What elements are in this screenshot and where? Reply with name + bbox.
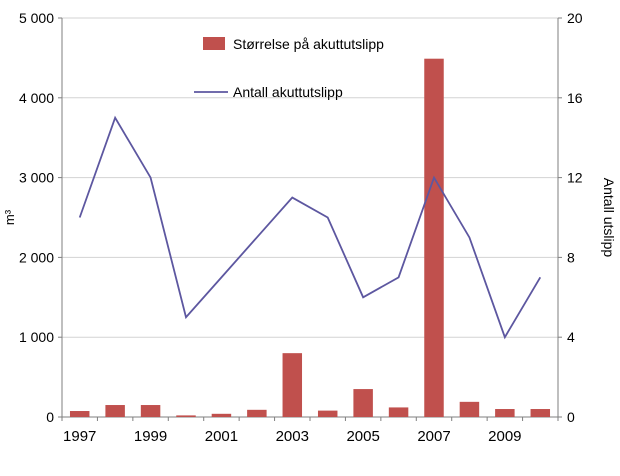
bar-2010 — [530, 409, 551, 417]
right-axis-tick-label: 8 — [567, 249, 575, 265]
legend-label-line: Antall akuttutslipp — [233, 84, 343, 100]
bar-2002 — [247, 409, 267, 417]
bar-1997 — [69, 411, 90, 417]
legend-label-bar: Størrelse på akuttutslipp — [233, 36, 384, 52]
right-axis-tick-label: 20 — [567, 10, 583, 26]
left-axis-tick-label: 1 000 — [19, 329, 54, 345]
bar-2008 — [459, 401, 480, 417]
x-axis-tick-label: 2003 — [276, 428, 309, 445]
left-axis-tick-label: 3 000 — [19, 170, 54, 186]
x-axis-tick-label: 2007 — [417, 428, 450, 445]
x-axis-tick-label: 2009 — [488, 428, 521, 445]
bar-2000 — [176, 415, 196, 417]
legend-swatch-bar — [203, 37, 225, 50]
left-axis-tick-label: 5 000 — [19, 10, 54, 26]
left-axis-tick-label: 2 000 — [19, 249, 54, 265]
right-axis-tick-label: 4 — [567, 329, 575, 345]
x-axis-tick-label: 1997 — [63, 428, 96, 445]
left-axis-tick-label: 4 000 — [19, 90, 54, 106]
bar-2009 — [495, 409, 515, 417]
bar-1999 — [140, 405, 161, 417]
left-axis-title: m³ — [2, 209, 17, 225]
right-axis-tick-label: 0 — [567, 409, 575, 425]
right-axis-tick-label: 16 — [567, 90, 583, 106]
bar-2007 — [424, 58, 444, 417]
right-axis-tick-label: 12 — [567, 170, 583, 186]
x-axis-tick-label: 2005 — [346, 428, 379, 445]
bar-2003 — [282, 353, 303, 417]
bar-2005 — [353, 389, 373, 417]
x-axis-tick-label: 1999 — [134, 428, 167, 445]
right-axis-title: Antall utslipp — [601, 178, 617, 258]
bar-2001 — [211, 413, 232, 417]
left-axis-tick-label: 0 — [46, 409, 54, 425]
count-line — [78, 115, 542, 340]
x-axis-tick-label: 2001 — [205, 428, 238, 445]
bar-2006 — [388, 407, 409, 417]
bar-2004 — [317, 410, 338, 417]
bar-1998 — [105, 405, 125, 417]
